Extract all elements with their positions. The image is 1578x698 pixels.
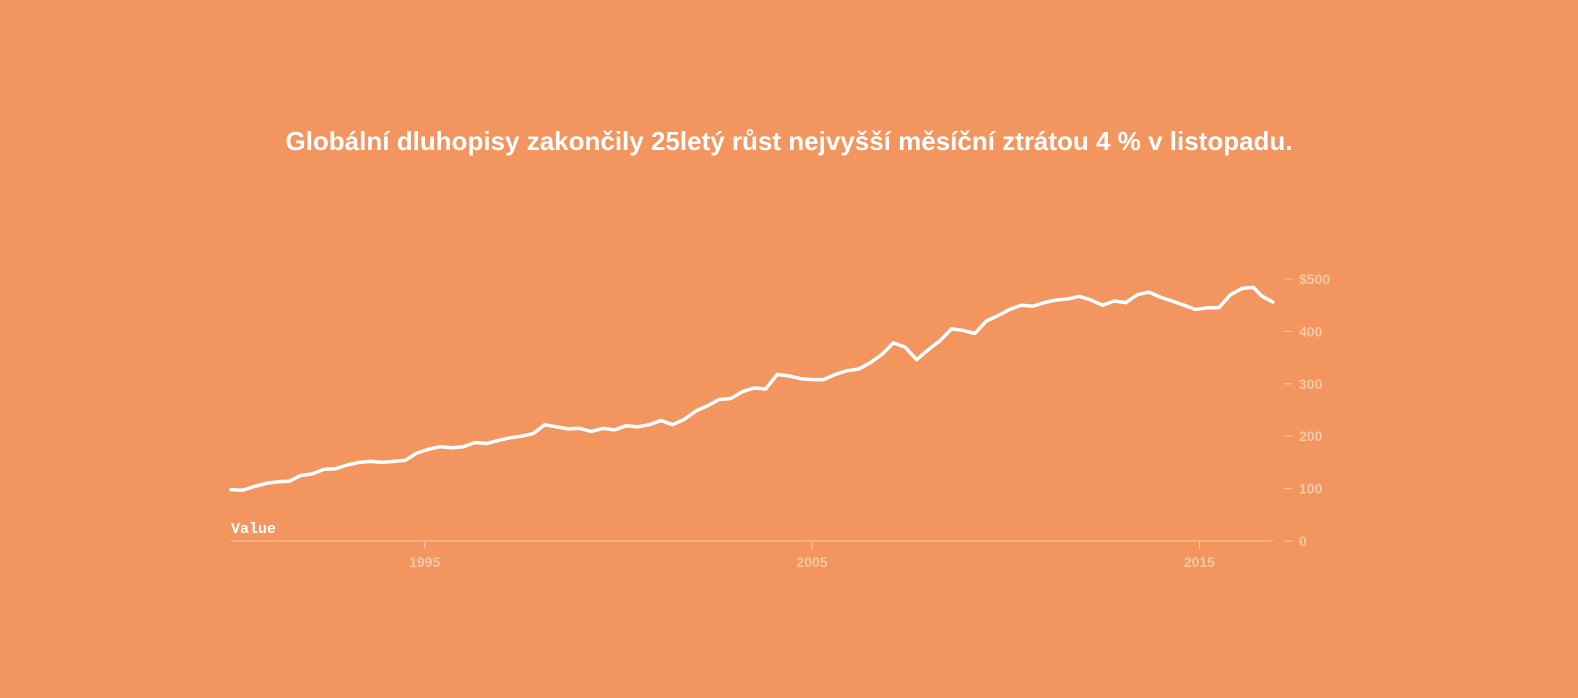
y-tick-label: $500	[1299, 271, 1330, 287]
y-tick-label: 400	[1299, 323, 1323, 339]
chart-title: Globální dluhopisy zakončily 25letý růst…	[285, 126, 1293, 156]
y-tick-label: 200	[1299, 428, 1323, 444]
series-label: Value	[231, 521, 276, 538]
x-tick-label: 2015	[1184, 554, 1215, 570]
y-axis: 0 100 200 300 400 $500	[1284, 271, 1330, 549]
y-tick-label: 100	[1299, 481, 1323, 497]
series-line-0	[229, 285, 1275, 492]
y-tick-label: 300	[1299, 376, 1323, 392]
series-group: Value	[229, 285, 1275, 538]
x-axis: 1995 2005 2015	[231, 540, 1273, 570]
x-tick-label: 1995	[409, 554, 440, 570]
x-tick-label: 2005	[796, 554, 827, 570]
y-tick-label: 0	[1299, 533, 1307, 549]
